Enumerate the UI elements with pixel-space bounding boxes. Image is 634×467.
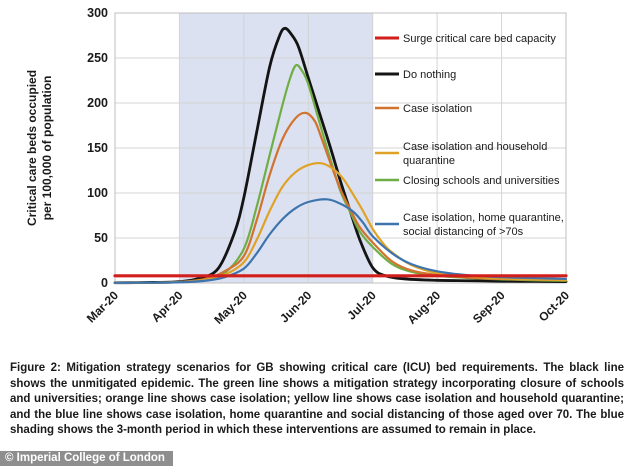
y-tick-label-0: 0 [101, 276, 108, 290]
series-line-case-isolation-home-quarantine-social-distancing-of-70s [113, 198, 568, 284]
x-tick-label-apr-20: Apr-20 [149, 288, 186, 325]
legend-label-line: social distancing of >70s [403, 226, 524, 238]
plot-border [114, 12, 567, 284]
legend-label-closing-schools-and-universities: Closing schools and universities [403, 175, 560, 187]
y-axis-title: Critical care beds occupiedper 100,000 o… [25, 70, 54, 226]
figure-caption: Figure 2: Mitigation strategy scenarios … [10, 362, 624, 437]
x-tick-label-jun-20: Jun-20 [277, 288, 314, 325]
x-tick-label-may-20: May-20 [211, 288, 250, 327]
series-line-do-nothing [113, 26, 568, 285]
legend-label-case-isolation-home-quarantine-social-distancing-of-70s: Case isolation, home quarantine, social d… [403, 212, 564, 238]
x-tick-label-mar-20: Mar-20 [84, 288, 121, 325]
legend-label-case-isolation-and-household-quarantine: Case isolation and household quarantine [403, 141, 547, 167]
legend-label-line: Surge critical care bed capacity [403, 33, 556, 45]
y-tick-label-150: 150 [87, 141, 108, 155]
legend-label-line: Do nothing [403, 69, 456, 81]
legend-label-do-nothing: Do nothing [403, 69, 456, 81]
y-tick-label-100: 100 [87, 186, 108, 200]
y-tick-label-200: 200 [87, 96, 108, 110]
y-axis-title-line-2: per 100,000 of population [40, 76, 54, 221]
x-tick-label-sep-20: Sep-20 [470, 288, 508, 326]
x-tick-label-aug-20: Aug-20 [405, 288, 444, 327]
y-tick-label-250: 250 [87, 51, 108, 65]
legend-label-line: Case isolation, home quarantine, [403, 212, 564, 224]
x-tick-label-jul-20: Jul-20 [344, 288, 379, 323]
legend-label-line: Closing schools and universities [403, 175, 560, 187]
legend-label-surge-critical-care-bed-capacity: Surge critical care bed capacity [403, 33, 556, 45]
legend-label-line: quarantine [403, 155, 455, 167]
legend-label-line: Case isolation [403, 103, 472, 115]
mitigation-scenarios-chart: 0 50 100 150 200 250 300 Mar-20 Apr-20 May-20 Jun-… [25, 6, 573, 327]
legend-label-line: Case isolation and household [403, 141, 547, 153]
imperial-college-watermark: © Imperial College of London [0, 451, 173, 466]
x-tick-label-oct-20: Oct-20 [536, 288, 573, 325]
legend-label-case-isolation: Case isolation [403, 103, 472, 115]
y-tick-label-300: 300 [87, 6, 108, 20]
y-axis-title-line-1: Critical care beds occupied [25, 70, 39, 226]
y-tick-label-50: 50 [94, 231, 108, 245]
